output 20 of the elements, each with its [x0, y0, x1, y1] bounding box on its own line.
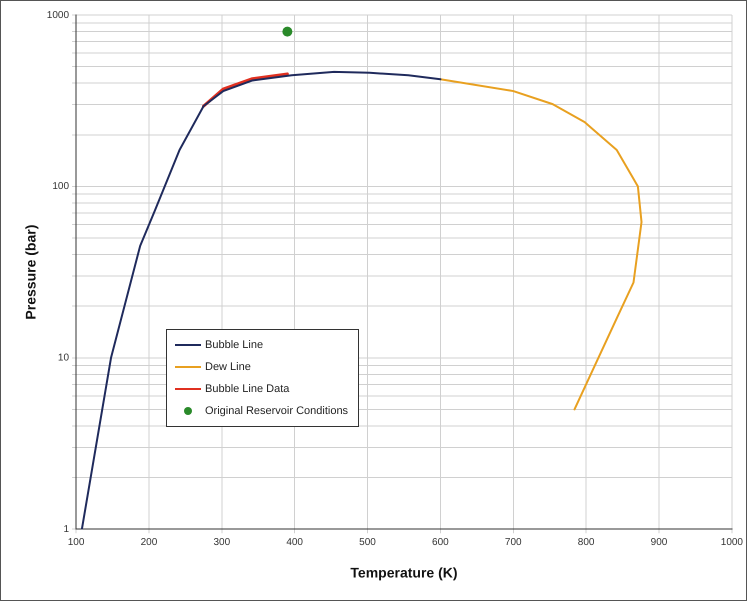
y-tick-label: 10	[58, 352, 70, 364]
y-tick-label: 1	[63, 524, 70, 535]
x-tick-label: 500	[359, 536, 376, 548]
y-tick-label: 100	[52, 181, 70, 192]
x-tick-label: 600	[432, 536, 450, 548]
legend-label: Bubble Line	[205, 339, 264, 351]
legend-label: Dew Line	[205, 361, 251, 373]
x-tick-label: 200	[140, 536, 158, 548]
x-tick-label: 1000	[720, 536, 744, 548]
legend-label: Bubble Line Data	[205, 383, 290, 395]
y-tick-label: 1000	[46, 10, 70, 21]
y-axis-title: Pressure (bar)	[22, 224, 38, 320]
x-tick-label: 900	[650, 536, 668, 548]
x-tick-label: 700	[504, 536, 522, 548]
x-tick-label: 100	[68, 536, 85, 548]
legend-label: Original Reservoir Conditions	[205, 405, 348, 417]
x-tick-label: 800	[578, 536, 595, 548]
x-tick-label: 400	[286, 536, 304, 548]
x-axis-title: Temperature (K)	[350, 564, 458, 580]
x-tick-label: 300	[213, 536, 231, 548]
